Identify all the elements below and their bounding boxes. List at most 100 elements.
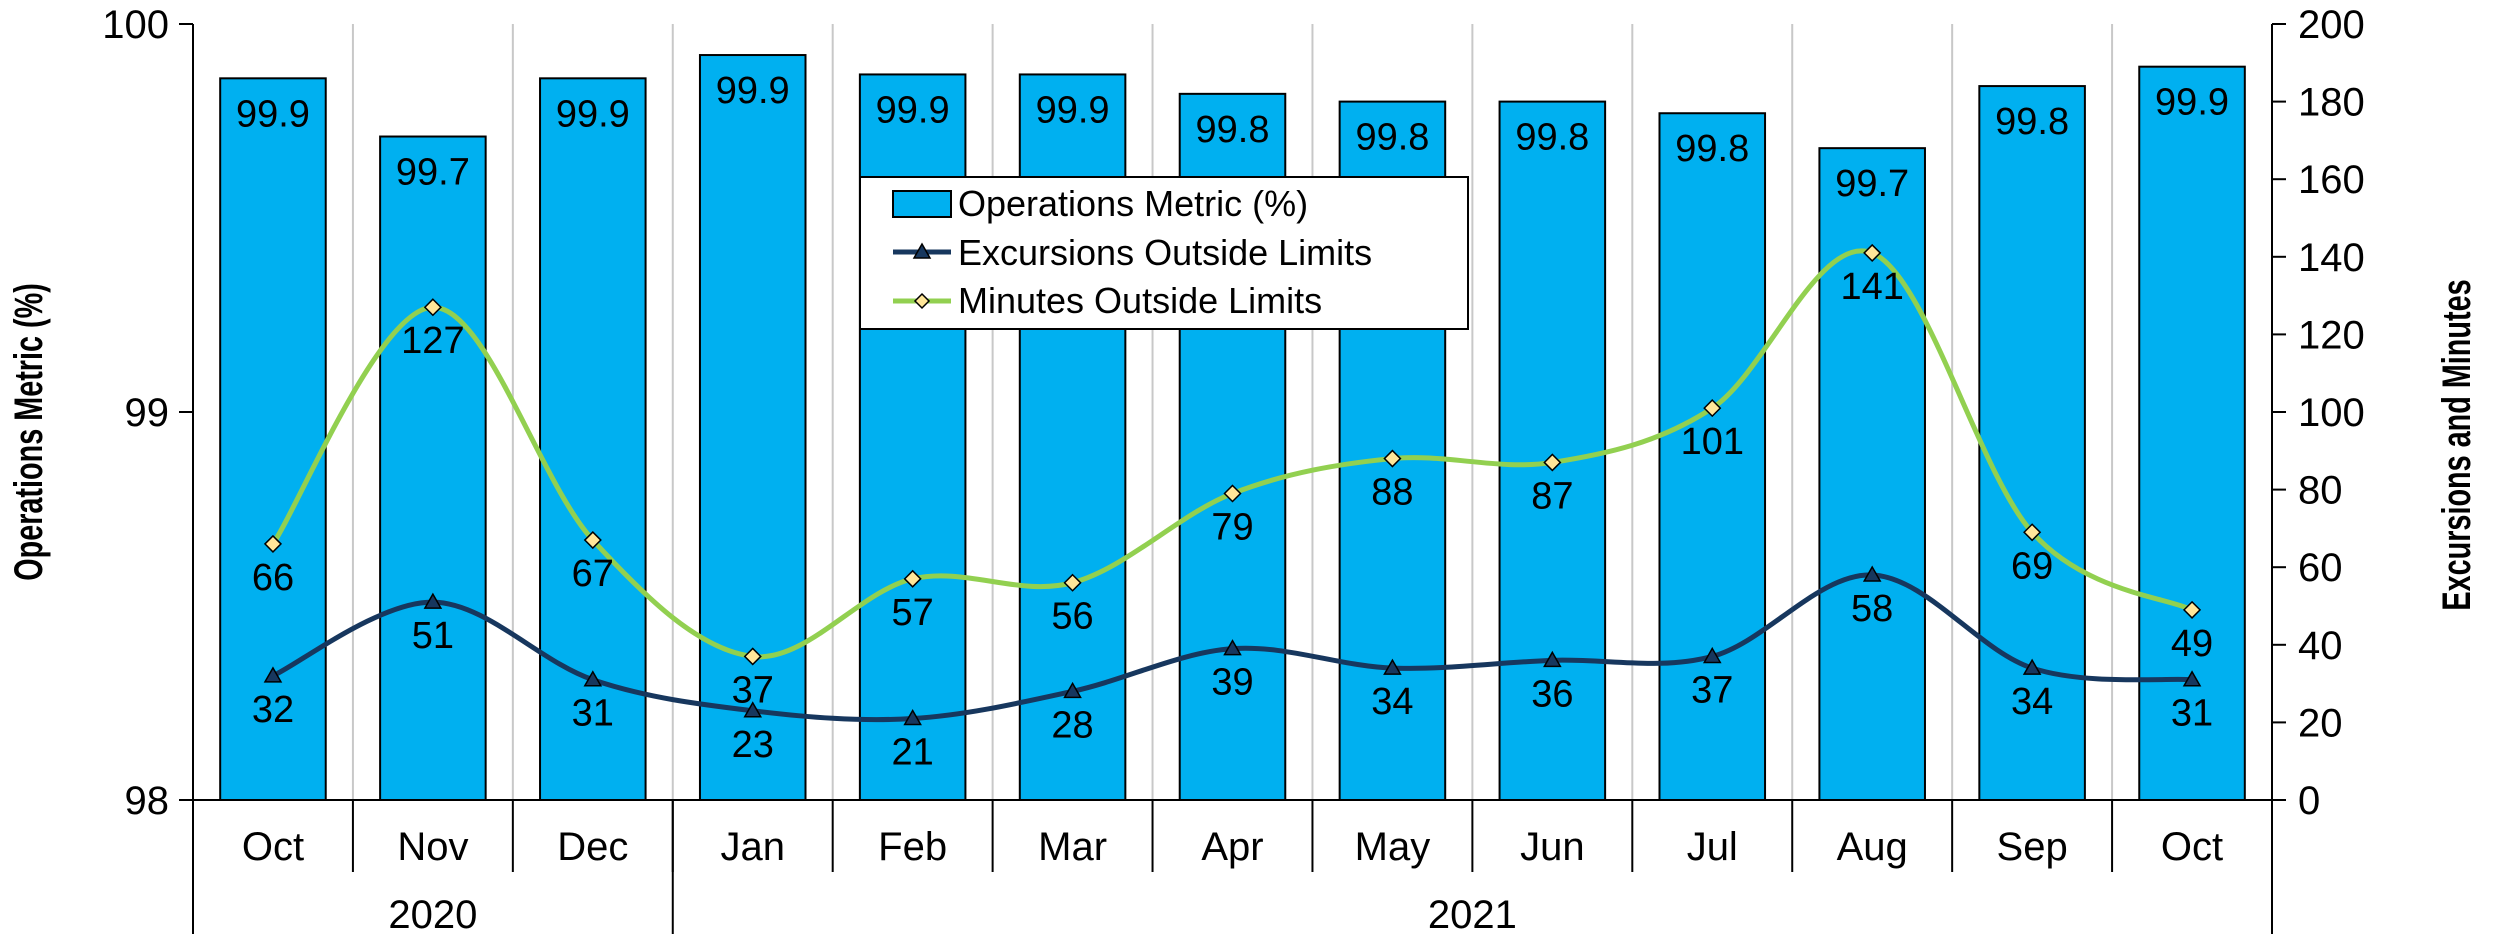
labels-layer: 99.9 99.7 99.9 99.9 99.9 99.9 99.8 99.8 99.8 99.8… — [236, 70, 2229, 773]
bar-nov — [379, 135, 487, 801]
y-axis-title-left: Operations Metric (%) — [6, 283, 51, 581]
y-tick-label-right: 200 — [2298, 3, 2365, 47]
marker-minutes — [2023, 523, 2042, 542]
y-tick-label-right: 140 — [2298, 236, 2365, 280]
x-tick-label: Oct — [242, 825, 304, 869]
y-tick-label-right: 100 — [2298, 391, 2365, 435]
excursions-label: 39 — [1211, 662, 1253, 704]
minutes-label: 37 — [732, 669, 774, 711]
x-tick-label: Sep — [1997, 825, 2068, 869]
minutes-label: 79 — [1211, 506, 1253, 548]
marker-excursions — [1063, 681, 1082, 699]
y-tick-label-right: 160 — [2298, 158, 2365, 202]
marker-excursions — [1223, 639, 1242, 656]
legend-marker-excursions — [912, 242, 932, 259]
minutes-label: 88 — [1371, 472, 1413, 514]
minutes-label: 56 — [1051, 596, 1093, 638]
excursions-label: 31 — [2171, 693, 2213, 735]
minutes-label: 49 — [2171, 623, 2213, 665]
marker-minutes — [1543, 453, 1562, 472]
x-tick-label: Nov — [397, 825, 468, 869]
marker-minutes — [1703, 399, 1722, 418]
marker-excursions — [743, 701, 763, 718]
legend-marker-minutes — [913, 292, 931, 310]
excursions-label: 31 — [572, 693, 614, 735]
marker-minutes — [583, 530, 602, 550]
y-tick-label-left: 100 — [102, 3, 169, 47]
marker-minutes — [903, 569, 922, 588]
legend-swatch-operations — [892, 190, 952, 218]
x-tick-label: Aug — [1837, 825, 1908, 869]
marker-excursions — [903, 709, 922, 726]
bar-sep — [1978, 85, 2086, 801]
marker-excursions — [423, 592, 443, 609]
minutes-label: 87 — [1531, 475, 1573, 517]
excursions-label: 36 — [1531, 673, 1573, 715]
minutes-label: 69 — [2011, 545, 2053, 587]
y-tick-label-right: 80 — [2298, 469, 2343, 513]
bar-label: 99.9 — [556, 93, 630, 135]
bar-label: 99.7 — [396, 152, 470, 194]
excursions-label: 34 — [2011, 681, 2053, 723]
bar-oct — [2138, 65, 2246, 802]
excursions-label: 21 — [892, 732, 934, 774]
y-tick-label-right: 20 — [2298, 701, 2343, 745]
x-tick-label: Oct — [2161, 825, 2223, 869]
marker-excursions — [1543, 650, 1562, 668]
x-tick-label: Jul — [1687, 825, 1738, 869]
x-tick-label: Jun — [1520, 825, 1585, 869]
bar-label: 99.9 — [716, 70, 790, 112]
y-tick-label-left: 98 — [125, 779, 170, 823]
excursions-label: 28 — [1051, 704, 1093, 746]
legend: Operations Metric (%) Excursions Outside… — [859, 176, 1469, 330]
group-label-2021: 2021 — [1428, 893, 1517, 934]
y-tick-label-right: 40 — [2298, 624, 2343, 668]
minutes-label: 127 — [401, 320, 464, 362]
marker-excursions — [1862, 565, 1882, 582]
marker-minutes — [2182, 600, 2202, 619]
y-tick-label-right: 0 — [2298, 779, 2320, 823]
bar-label: 99.8 — [1196, 109, 1270, 151]
group-label-2020: 2020 — [388, 893, 477, 934]
marker-minutes — [1383, 449, 1402, 468]
x-tick-label: Apr — [1201, 825, 1263, 869]
minutes-label: 66 — [252, 557, 294, 599]
marker-minutes — [1223, 484, 1242, 503]
excursions-label: 34 — [1371, 681, 1413, 723]
y-tick-label-right: 120 — [2298, 313, 2365, 357]
y-tick-label-right: 180 — [2298, 81, 2365, 125]
minutes-label: 67 — [572, 553, 614, 595]
marker-minutes — [263, 534, 283, 553]
minutes-label: 141 — [1840, 266, 1903, 308]
bar-label: 99.9 — [236, 93, 310, 135]
bar-label: 99.7 — [1835, 163, 1909, 205]
bar-jun — [1498, 100, 1607, 802]
bar-jul — [1658, 112, 1767, 802]
bar-label: 99.8 — [1515, 117, 1589, 159]
bar-label: 99.9 — [876, 89, 950, 131]
excursions-label: 32 — [252, 689, 294, 731]
excursions-label: 37 — [1691, 669, 1733, 711]
bar-label: 99.9 — [1036, 89, 1110, 131]
marker-minutes — [1063, 573, 1082, 592]
y-tick-label-right: 60 — [2298, 546, 2343, 590]
excursions-label: 23 — [732, 724, 774, 766]
bar-label: 99.8 — [1995, 101, 2069, 143]
bar-jan — [698, 54, 807, 802]
bar-label: 99.9 — [2155, 82, 2229, 124]
marker-excursions — [1702, 646, 1722, 664]
x-tick-label: Feb — [878, 825, 947, 869]
marker-excursions — [263, 666, 283, 683]
legend-label-operations: Operations Metric (%) — [958, 183, 1308, 224]
bar-label: 99.8 — [1675, 128, 1749, 170]
axes-layer: 98 99 100 0 20 40 60 80 100 120 140 160 180 200 Oct Nov… — [102, 3, 2365, 934]
marker-minutes — [743, 647, 762, 666]
x-tick-label: Dec — [557, 825, 628, 869]
bar-label: 99.8 — [1355, 117, 1429, 159]
marker-excursions — [583, 670, 603, 687]
marker-excursions — [1383, 658, 1402, 675]
y-tick-label-left: 99 — [125, 391, 170, 435]
marker-minutes — [1863, 243, 1882, 262]
x-tick-label: Mar — [1038, 825, 1107, 869]
